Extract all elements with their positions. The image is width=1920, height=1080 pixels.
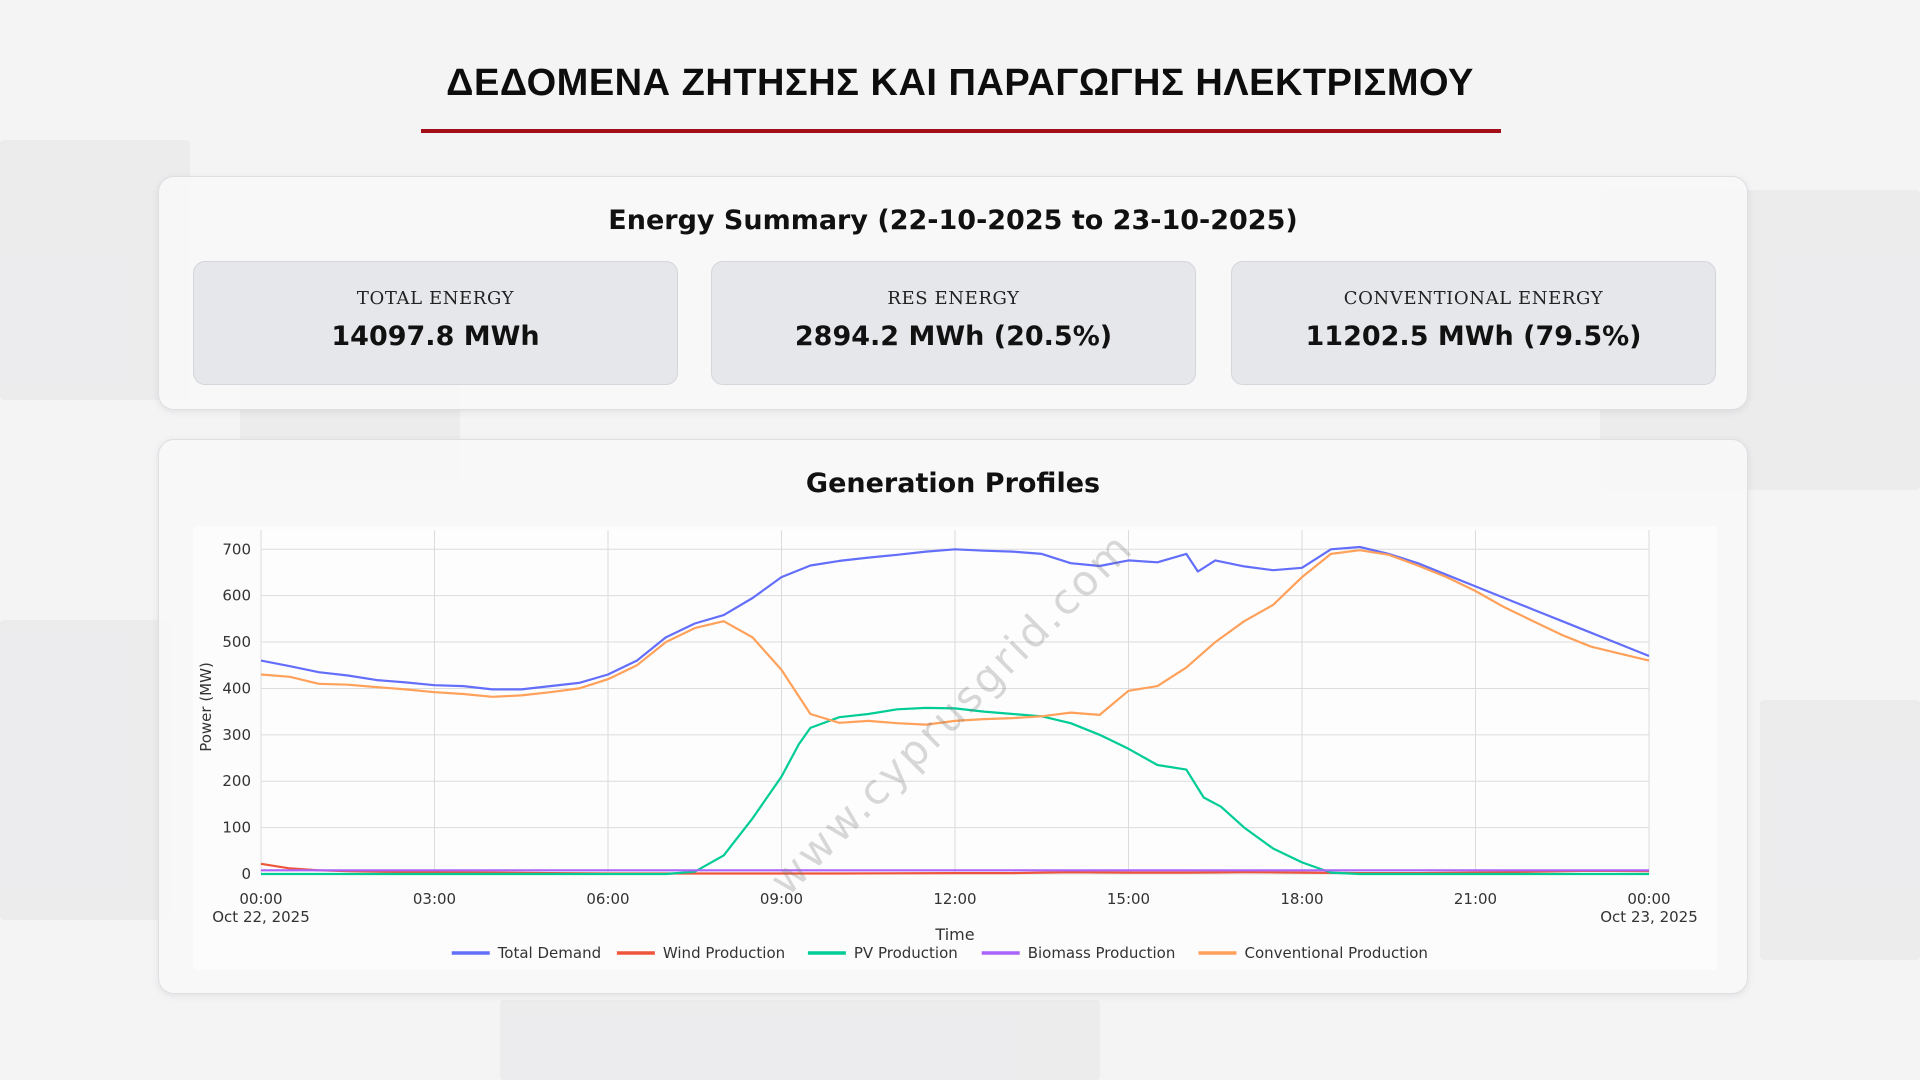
legend-label: Biomass Production <box>1028 944 1176 962</box>
y-tick-label: 700 <box>222 540 251 558</box>
x-tick-label: 21:00 <box>1454 890 1497 908</box>
x-tick-label: 00:00 <box>239 890 282 908</box>
background-block <box>500 1000 1100 1080</box>
series-line-total-demand <box>260 545 1650 691</box>
x-tick-label: 12:00 <box>933 890 976 908</box>
legend-label: Conventional Production <box>1245 944 1428 962</box>
res-energy-card: RES ENERGY 2894.2 MWh (20.5%) <box>711 261 1196 385</box>
x-tick-sublabel: Oct 22, 2025 <box>212 908 310 926</box>
y-tick-label: 200 <box>222 772 251 790</box>
card-value: 2894.2 MWh (20.5%) <box>794 321 1113 352</box>
x-axis-label: Time <box>934 925 974 944</box>
x-tick-label: 15:00 <box>1107 890 1150 908</box>
background-block <box>0 620 170 920</box>
series-line-conventional-production <box>260 549 1650 726</box>
card-label: TOTAL ENERGY <box>356 288 515 309</box>
y-tick-label: 600 <box>222 587 251 605</box>
card-label: RES ENERGY <box>887 288 1020 309</box>
background-block <box>1760 700 1920 960</box>
legend-label: Total Demand <box>497 944 601 962</box>
y-tick-label: 0 <box>241 865 251 883</box>
generation-profiles-panel: Generation Profiles 0 100 200 300 400 500 600 7… <box>158 439 1748 994</box>
x-tick-label: 06:00 <box>586 890 629 908</box>
y-axis-label: Power (MW) <box>197 662 215 752</box>
conventional-energy-card: CONVENTIONAL ENERGY 11202.5 MWh (79.5%) <box>1231 261 1716 385</box>
generation-profiles-heading: Generation Profiles <box>805 468 1101 499</box>
card-value: 14097.8 MWh <box>331 321 540 352</box>
x-tick-label: 00:00 <box>1627 890 1670 908</box>
x-tick-label: 18:00 <box>1280 890 1323 908</box>
y-tick-label: 300 <box>222 726 251 744</box>
total-energy-card: TOTAL ENERGY 14097.8 MWh <box>193 261 678 385</box>
legend-label: Wind Production <box>663 944 785 962</box>
y-tick-label: 400 <box>222 679 251 697</box>
legend-label: PV Production <box>854 944 958 962</box>
card-value: 11202.5 MWh (79.5%) <box>1305 321 1642 352</box>
y-tick-label: 100 <box>222 819 251 837</box>
series-line-pv-production <box>261 706 1649 876</box>
y-tick-label: 500 <box>222 633 251 651</box>
title-underline <box>421 129 1501 133</box>
x-tick-sublabel: Oct 23, 2025 <box>1600 908 1698 926</box>
x-tick-label: 09:00 <box>760 890 803 908</box>
energy-summary-heading: Energy Summary (22-10-2025 to 23-10-2025… <box>608 205 1298 236</box>
chart-area: 0 100 200 300 400 500 600 700 00:00 Oct 22, 2025 0… <box>193 526 1717 970</box>
x-tick-label: 03:00 <box>413 890 456 908</box>
energy-summary-panel: Energy Summary (22-10-2025 to 23-10-2025… <box>158 176 1748 410</box>
card-label: CONVENTIONAL ENERGY <box>1343 288 1604 309</box>
page-title: ΔΕΔΟΜΕΝΑ ΖΗΤΗΣΗΣ ΚΑΙ ΠΑΡΑΓΩΓΗΣ ΗΛΕΚΤΡΙΣΜ… <box>446 62 1474 104</box>
